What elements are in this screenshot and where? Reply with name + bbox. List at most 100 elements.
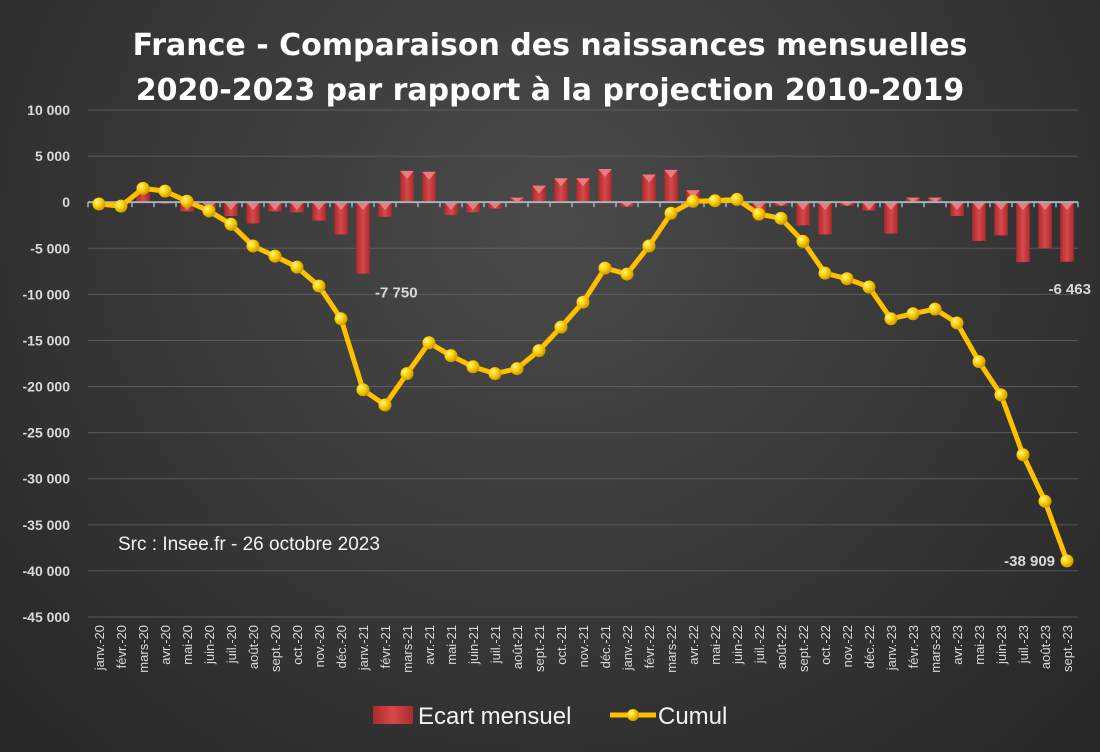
- y-tick-label: 10 000: [27, 102, 70, 118]
- bar-highlight: [290, 202, 304, 211]
- cumul-marker: [290, 260, 304, 274]
- bar-ecart-mensuel: [400, 170, 414, 203]
- cumul-marker: [92, 197, 106, 211]
- bar-highlight: [532, 185, 546, 194]
- x-tick-label: oct.-20: [290, 625, 305, 665]
- x-tick-label: oct.-21: [554, 625, 569, 665]
- bar-ecart-mensuel: [972, 202, 986, 241]
- cumul-marker: [576, 295, 590, 309]
- cumul-marker: [642, 239, 656, 253]
- cumul-marker: [224, 217, 238, 231]
- x-tick-label: déc.-20: [334, 625, 349, 668]
- y-tick-label: -25 000: [23, 425, 71, 441]
- bar-highlight: [246, 202, 260, 211]
- x-tick-label: juil.-22: [752, 625, 767, 664]
- bar-highlight: [796, 202, 810, 211]
- legend-label-cumul: Cumul: [658, 703, 727, 730]
- bar-ecart-mensuel: [576, 178, 590, 203]
- cumul-marker: [708, 194, 722, 208]
- bar-highlight: [994, 202, 1008, 211]
- cumul-marker: [840, 272, 854, 286]
- cumul-marker: [356, 383, 370, 397]
- bar-ecart-mensuel: [994, 202, 1008, 236]
- x-tick-label: janv.-21: [356, 625, 371, 671]
- x-tick-label: mars-21: [400, 625, 415, 673]
- data-label: -6 463: [1048, 281, 1091, 298]
- bar-highlight: [224, 202, 238, 211]
- cumul-marker: [378, 398, 392, 412]
- bar-series-ecart-mensuel: [92, 168, 1074, 274]
- x-tick-label: mai-20: [180, 625, 195, 665]
- bar-highlight: [1016, 202, 1030, 211]
- bar-ecart-mensuel: [884, 202, 898, 234]
- cumul-marker: [730, 192, 744, 206]
- x-tick-label: févr.-22: [642, 625, 657, 668]
- x-tick-label: déc.-22: [862, 625, 877, 668]
- cumul-line: [98, 185, 1070, 562]
- data-label: -7 750: [375, 285, 418, 302]
- cumul-marker: [598, 261, 612, 275]
- y-tick-label: 0: [62, 194, 70, 210]
- bar-highlight: [818, 202, 832, 211]
- bar-highlight: [356, 202, 370, 211]
- bar-highlight: [334, 202, 348, 211]
- bar-highlight: [620, 202, 634, 207]
- bar-highlight: [400, 170, 414, 179]
- cumul-marker: [796, 234, 810, 248]
- bar-ecart-mensuel: [334, 202, 348, 235]
- bar-highlight: [576, 178, 590, 187]
- x-tick-label: févr.-21: [378, 625, 393, 668]
- x-tick-label: juin-21: [466, 625, 481, 665]
- chart-title-line-2: 2020-2023 par rapport à la projection 20…: [136, 73, 964, 108]
- x-tick-label: janv.-22: [620, 625, 635, 671]
- y-tick-label: 5 000: [35, 148, 70, 164]
- data-label: -38 909: [1004, 553, 1055, 570]
- cumul-marker: [994, 388, 1008, 402]
- bar-highlight: [972, 202, 986, 211]
- y-tick-label: -35 000: [23, 517, 71, 533]
- bar-highlight: [862, 202, 876, 211]
- bar-highlight: [950, 202, 964, 211]
- bar-highlight: [268, 202, 282, 211]
- x-tick-label: août-23: [1038, 625, 1053, 669]
- cumul-marker: [532, 344, 546, 358]
- cumul-marker: [334, 312, 348, 326]
- cumul-marker: [312, 279, 326, 293]
- bar-ecart-mensuel: [246, 202, 260, 224]
- cumul-marker: [400, 367, 414, 381]
- x-axis-labels: janv.-20 févr.-20 mars-20 avr.-20 mai-20 juin…: [92, 625, 1075, 673]
- legend-label-ecart-mensuel: Ecart mensuel: [418, 703, 571, 730]
- bar-highlight: [312, 202, 326, 211]
- bar-ecart-mensuel: [554, 178, 568, 203]
- bar-highlight: [1060, 202, 1074, 211]
- bar-highlight: [642, 174, 656, 183]
- bar-ecart-mensuel: [818, 202, 832, 235]
- bar-ecart-mensuel: [532, 185, 546, 203]
- bar-highlight: [664, 169, 678, 178]
- bar-ecart-mensuel: [1038, 202, 1052, 249]
- bar-highlight: [752, 202, 766, 211]
- bar-highlight: [554, 178, 568, 187]
- x-tick-label: mai-22: [708, 625, 723, 665]
- x-tick-label: avr.-23: [950, 625, 965, 665]
- y-tick-label: -10 000: [23, 286, 71, 302]
- y-tick-label: -15 000: [23, 332, 71, 348]
- x-tick-label: févr.-23: [906, 625, 921, 668]
- x-tick-label: juin-22: [730, 625, 745, 665]
- x-tick-label: janv.-20: [92, 625, 107, 671]
- cumul-marker: [862, 280, 876, 294]
- x-tick-label: juil.-23: [1016, 625, 1031, 664]
- cumul-marker: [180, 194, 194, 208]
- cumul-marker: [202, 204, 216, 218]
- y-axis: 10 000 5 000 0 -5 000 -10 000 -15 000 -20 000 -…: [23, 102, 71, 625]
- x-tick-label: juin-23: [994, 625, 1009, 665]
- bar-highlight: [598, 168, 612, 177]
- cumul-marker: [686, 194, 700, 208]
- bar-highlight: [466, 202, 480, 211]
- x-tick-label: janv.-23: [884, 625, 899, 671]
- x-tick-label: nov.-20: [312, 625, 327, 667]
- cumul-marker: [774, 211, 788, 225]
- bar-ecart-mensuel: [796, 202, 810, 226]
- data-labels: -7 750 -6 463 -38 909: [375, 281, 1091, 570]
- bar-ecart-mensuel: [1060, 202, 1074, 262]
